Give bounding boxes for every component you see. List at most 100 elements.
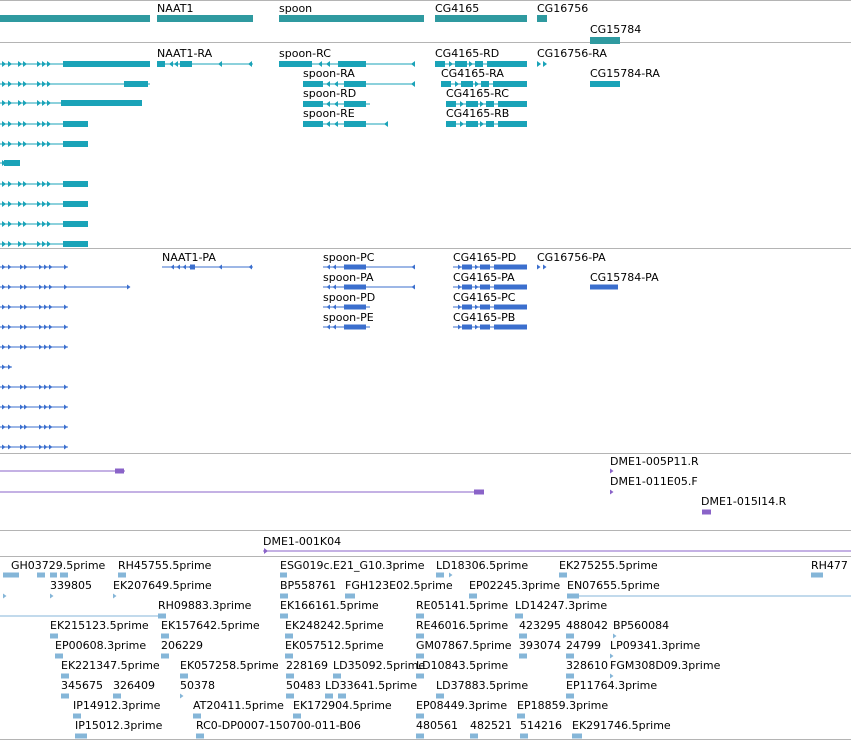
exon-block[interactable] <box>124 81 148 87</box>
protein-label[interactable]: CG15784-PA <box>590 271 659 284</box>
transcript-label[interactable]: CG16756-RA <box>537 47 607 60</box>
exon-block[interactable] <box>498 101 527 107</box>
strand-arrow[interactable] <box>37 221 41 227</box>
strand-arrow[interactable] <box>2 304 6 310</box>
cdna-label[interactable]: FGM308D09.3prime <box>610 659 721 672</box>
cdna-glyph[interactable] <box>55 653 63 659</box>
cdna-glyph[interactable] <box>566 653 574 659</box>
cdna-label[interactable]: EP18859.3prime <box>517 699 609 712</box>
strand-arrow[interactable] <box>42 81 46 87</box>
exon-block[interactable] <box>486 101 494 107</box>
cdna-glyph[interactable] <box>416 633 424 639</box>
strand-arrow[interactable] <box>8 444 12 450</box>
strand-arrow[interactable] <box>332 324 337 330</box>
exon-block[interactable] <box>303 81 323 87</box>
strand-arrow[interactable] <box>475 264 479 270</box>
cdna-glyph[interactable] <box>113 693 121 699</box>
cdna-glyph[interactable] <box>293 713 301 719</box>
cdna-glyph[interactable] <box>180 693 184 699</box>
strand-arrow[interactable] <box>176 264 181 270</box>
protein-label[interactable]: CG16756-PA <box>537 251 606 264</box>
cdna-glyph[interactable] <box>37 572 45 578</box>
cdna-label[interactable]: 423295 <box>519 619 561 632</box>
cdna-glyph[interactable] <box>566 673 574 679</box>
cdna-label[interactable]: LP09341.3prime <box>610 639 701 652</box>
strand-arrow[interactable] <box>475 304 479 310</box>
cdna-glyph[interactable] <box>285 653 293 659</box>
clone-label[interactable]: DME1-005P11.R <box>610 455 699 468</box>
cdna-label[interactable]: EK157642.5prime <box>161 619 260 632</box>
strand-arrow[interactable] <box>18 141 22 147</box>
strand-arrow[interactable] <box>23 141 27 147</box>
strand-arrow[interactable] <box>411 81 415 87</box>
strand-arrow[interactable] <box>18 61 22 67</box>
strand-arrow[interactable] <box>24 324 28 330</box>
strand-arrow[interactable] <box>475 284 479 290</box>
exon-block[interactable] <box>61 100 142 106</box>
protein-label[interactable]: spoon-PE <box>323 311 374 324</box>
cdna-label[interactable]: EN07655.5prime <box>567 579 660 592</box>
gene-label[interactable]: CG16756 <box>537 2 589 15</box>
cdna-glyph[interactable] <box>436 693 444 699</box>
strand-arrow[interactable] <box>449 61 453 67</box>
cdna-label[interactable]: 339805 <box>50 579 92 592</box>
strand-arrow[interactable] <box>170 264 175 270</box>
strand-arrow[interactable] <box>174 61 178 67</box>
strand-arrow[interactable] <box>326 284 331 290</box>
strand-arrow[interactable] <box>2 160 6 166</box>
cdna-label[interactable]: 393074 <box>519 639 561 652</box>
cdna-label[interactable]: 480561 <box>416 719 458 732</box>
strand-arrow[interactable] <box>23 61 27 67</box>
cdna-glyph[interactable] <box>566 633 574 639</box>
strand-arrow[interactable] <box>47 100 51 106</box>
cdna-label[interactable]: EP00608.3prime <box>55 639 147 652</box>
strand-arrow[interactable] <box>8 61 12 67</box>
strand-arrow[interactable] <box>2 121 6 127</box>
cdna-glyph[interactable] <box>333 673 341 679</box>
clone-label[interactable]: DME1-015I14.R <box>701 495 787 508</box>
strand-arrow[interactable] <box>23 81 27 87</box>
exon-block[interactable] <box>475 61 483 67</box>
cdna-label[interactable]: EK248242.5prime <box>285 619 384 632</box>
strand-arrow[interactable] <box>42 141 46 147</box>
strand-arrow[interactable] <box>8 304 12 310</box>
strand-arrow[interactable] <box>411 264 416 270</box>
strand-arrow[interactable] <box>44 384 48 390</box>
strand-arrow[interactable] <box>24 284 28 290</box>
strand-arrow[interactable] <box>2 344 6 350</box>
strand-arrow[interactable] <box>20 284 24 290</box>
strand-arrow[interactable] <box>44 444 48 450</box>
strand-arrow[interactable] <box>39 424 43 430</box>
strand-arrow[interactable] <box>458 304 462 310</box>
strand-arrow[interactable] <box>47 181 51 187</box>
gene-label[interactable]: CG15784 <box>590 23 642 36</box>
exon-block[interactable] <box>63 61 150 67</box>
cdna-label[interactable]: 206229 <box>161 639 203 652</box>
cdna-label[interactable]: ESG019c.E21_G10.3prime <box>280 559 425 572</box>
cdna-glyph[interactable] <box>3 593 7 599</box>
strand-arrow[interactable] <box>8 264 12 270</box>
cdna-glyph[interactable] <box>416 613 424 619</box>
exon-block[interactable] <box>303 121 323 127</box>
strand-arrow[interactable] <box>2 264 6 270</box>
gene-bar[interactable] <box>435 15 527 22</box>
cdna-glyph[interactable] <box>60 572 68 578</box>
strand-arrow[interactable] <box>64 304 68 310</box>
strand-arrow[interactable] <box>23 121 27 127</box>
strand-arrow[interactable] <box>8 241 12 247</box>
strand-arrow[interactable] <box>47 201 51 207</box>
strand-arrow[interactable] <box>2 100 6 106</box>
clone-end[interactable] <box>115 468 124 474</box>
strand-arrow[interactable] <box>537 264 541 270</box>
exon-block[interactable] <box>344 324 366 330</box>
exon-block[interactable] <box>493 81 527 87</box>
strand-arrow[interactable] <box>326 61 330 67</box>
strand-arrow[interactable] <box>64 284 68 290</box>
exon-block[interactable] <box>480 264 490 270</box>
strand-arrow[interactable] <box>47 141 51 147</box>
exon-block[interactable] <box>63 141 88 147</box>
strand-arrow[interactable] <box>39 284 43 290</box>
strand-arrow[interactable] <box>2 201 6 207</box>
exon-block[interactable] <box>480 304 490 310</box>
